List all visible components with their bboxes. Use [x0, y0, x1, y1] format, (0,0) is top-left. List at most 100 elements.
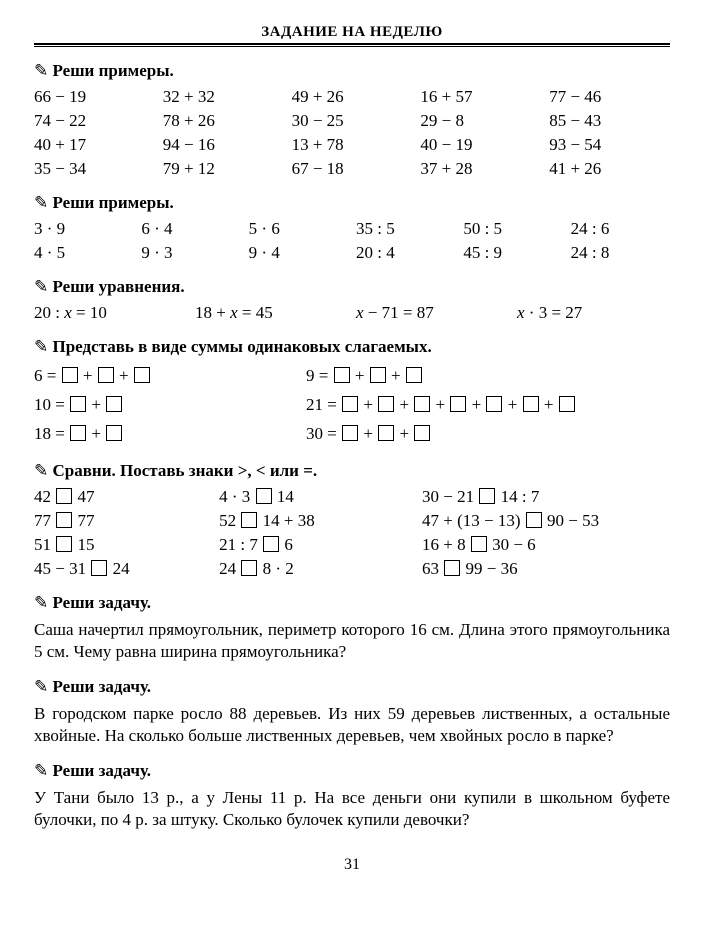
arith-expr: 40 + 17 [34, 135, 155, 155]
equation: 20 : x = 10 [34, 303, 187, 323]
arith-expr: 40 − 19 [420, 135, 541, 155]
arith-expr: 30 − 25 [292, 111, 413, 131]
arith-expr: 41 + 26 [549, 159, 670, 179]
answer-box[interactable] [523, 396, 539, 412]
answer-box[interactable] [134, 367, 150, 383]
answer-box[interactable] [414, 425, 430, 441]
task3-grid: 20 : x = 10 18 + x = 45 x − 71 = 87 x · 3 =… [34, 303, 670, 323]
compare-expr: 42 47 [34, 487, 211, 507]
arith-expr: 24 : 6 [571, 219, 670, 239]
task7-label: Реши задачу. [34, 677, 670, 697]
compare-expr: 45 − 31 24 [34, 559, 211, 579]
task7-text: В городском парке росло 88 деревьев. Из … [34, 703, 670, 747]
top-rule-thin [34, 46, 670, 47]
answer-box[interactable] [526, 512, 542, 528]
answer-box[interactable] [56, 536, 72, 552]
arith-expr: 16 + 57 [420, 87, 541, 107]
answer-box[interactable] [106, 396, 122, 412]
task1-label: Реши примеры. [34, 61, 670, 81]
answer-box[interactable] [471, 536, 487, 552]
compare-expr: 16 + 8 30 − 6 [422, 535, 670, 555]
answer-box[interactable] [486, 396, 502, 412]
answer-box[interactable] [241, 512, 257, 528]
answer-box[interactable] [62, 367, 78, 383]
arith-expr: 77 − 46 [549, 87, 670, 107]
compare-expr: 51 15 [34, 535, 211, 555]
answer-box[interactable] [406, 367, 422, 383]
answer-box[interactable] [70, 396, 86, 412]
arith-expr: 50 : 5 [463, 219, 562, 239]
answer-box[interactable] [70, 425, 86, 441]
arith-expr: 78 + 26 [163, 111, 284, 131]
answer-box[interactable] [241, 560, 257, 576]
task6-label: Реши задачу. [34, 593, 670, 613]
compare-expr: 4 · 3 14 [219, 487, 414, 507]
task8-text: У Тани было 13 р., а у Лены 11 р. На все… [34, 787, 670, 831]
answer-box[interactable] [56, 488, 72, 504]
top-rule [34, 43, 670, 45]
task5-grid: 42 47 4 · 3 14 30 − 21 14 : 7 77 77 52 14 + … [34, 487, 670, 579]
answer-box[interactable] [378, 425, 394, 441]
arith-expr: 35 − 34 [34, 159, 155, 179]
arith-expr: 67 − 18 [292, 159, 413, 179]
task2-grid: 3 · 96 · 45 · 635 : 550 : 524 : 64 · 59 … [34, 219, 670, 263]
compare-expr: 52 14 + 38 [219, 511, 414, 531]
answer-box[interactable] [450, 396, 466, 412]
answer-box[interactable] [479, 488, 495, 504]
task3-label: Реши уравнения. [34, 277, 670, 297]
answer-box[interactable] [342, 425, 358, 441]
compare-expr: 47 + (13 − 13) 90 − 53 [422, 511, 670, 531]
sum-expr: 21 = + + + + + + [306, 395, 670, 415]
task6-text: Саша начертил прямоугольник, периметр ко… [34, 619, 670, 663]
compare-expr: 77 77 [34, 511, 211, 531]
arith-expr: 94 − 16 [163, 135, 284, 155]
answer-box[interactable] [378, 396, 394, 412]
sum-expr: 18 = + [34, 424, 294, 444]
task5-label: Сравни. Поставь знаки >, < или =. [34, 461, 670, 481]
answer-box[interactable] [91, 560, 107, 576]
answer-box[interactable] [370, 367, 386, 383]
answer-box[interactable] [98, 367, 114, 383]
equation: 18 + x = 45 [195, 303, 348, 323]
task1-grid: 66 − 1932 + 3249 + 2616 + 5777 − 4674 − … [34, 87, 670, 179]
task8-label: Реши задачу. [34, 761, 670, 781]
arith-expr: 79 + 12 [163, 159, 284, 179]
equation: x − 71 = 87 [356, 303, 509, 323]
sum-expr: 30 = + + [306, 424, 670, 444]
arith-expr: 3 · 9 [34, 219, 133, 239]
sum-expr: 6 = + + [34, 366, 294, 386]
arith-expr: 85 − 43 [549, 111, 670, 131]
task4-grid: 6 = + + 9 = + + 10 = + 21 = + + + + + + … [34, 363, 670, 447]
arith-expr: 4 · 5 [34, 243, 133, 263]
sum-expr: 9 = + + [306, 366, 670, 386]
answer-box[interactable] [414, 396, 430, 412]
arith-expr: 9 · 4 [249, 243, 348, 263]
arith-expr: 37 + 28 [420, 159, 541, 179]
sum-expr: 10 = + [34, 395, 294, 415]
equation: x · 3 = 27 [517, 303, 670, 323]
answer-box[interactable] [559, 396, 575, 412]
task2-label: Реши примеры. [34, 193, 670, 213]
arith-expr: 5 · 6 [249, 219, 348, 239]
arith-expr: 45 : 9 [463, 243, 562, 263]
answer-box[interactable] [56, 512, 72, 528]
answer-box[interactable] [106, 425, 122, 441]
compare-expr: 63 99 − 36 [422, 559, 670, 579]
task4-label: Представь в виде суммы одинаковых слагае… [34, 337, 670, 357]
answer-box[interactable] [334, 367, 350, 383]
arith-expr: 24 : 8 [571, 243, 670, 263]
answer-box[interactable] [263, 536, 279, 552]
arith-expr: 29 − 8 [420, 111, 541, 131]
compare-expr: 24 8 · 2 [219, 559, 414, 579]
arith-expr: 9 · 3 [141, 243, 240, 263]
arith-expr: 93 − 54 [549, 135, 670, 155]
arith-expr: 74 − 22 [34, 111, 155, 131]
compare-expr: 21 : 7 6 [219, 535, 414, 555]
answer-box[interactable] [342, 396, 358, 412]
page-header: ЗАДАНИЕ НА НЕДЕЛЮ [34, 24, 670, 41]
arith-expr: 35 : 5 [356, 219, 455, 239]
arith-expr: 66 − 19 [34, 87, 155, 107]
answer-box[interactable] [256, 488, 272, 504]
compare-expr: 30 − 21 14 : 7 [422, 487, 670, 507]
answer-box[interactable] [444, 560, 460, 576]
